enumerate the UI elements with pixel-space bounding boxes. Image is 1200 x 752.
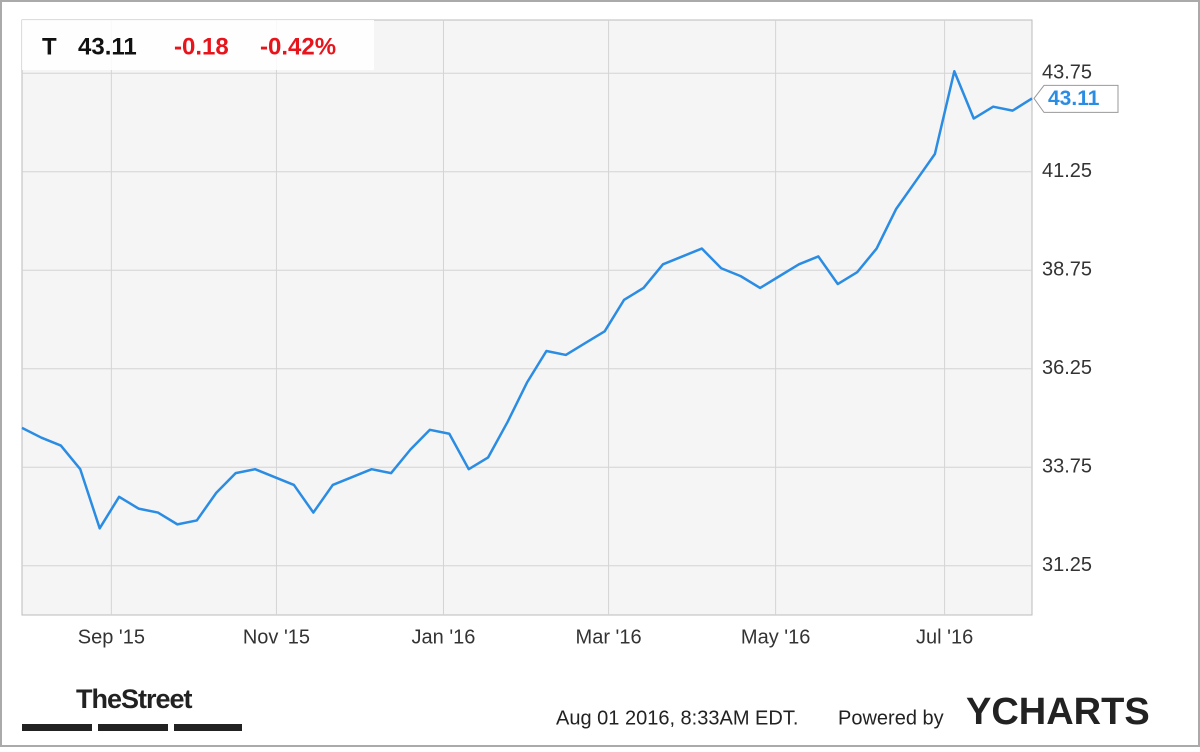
x-tick-label: Mar '16 — [576, 626, 642, 648]
header-box — [22, 20, 374, 70]
y-tick-label: 43.75 — [1042, 61, 1092, 83]
plot-area — [21, 19, 1033, 616]
source-logo: TheStreet — [76, 684, 193, 714]
ticker: T — [42, 33, 57, 60]
y-tick-label: 38.75 — [1042, 258, 1092, 280]
last-value-label: 43.11 — [1048, 87, 1100, 110]
powered-by: Powered by — [838, 707, 944, 729]
timestamp: Aug 01 2016, 8:33AM EDT. — [556, 707, 798, 729]
y-tick-label: 41.25 — [1042, 160, 1092, 182]
change: -0.18 — [174, 33, 229, 60]
logo-bar — [98, 724, 168, 731]
x-tick-label: Sep '15 — [78, 626, 145, 648]
last-value-pointer — [1033, 84, 1119, 113]
price-line — [21, 69, 1033, 530]
x-tick-label: Nov '15 — [243, 626, 310, 648]
x-tick-label: Jul '16 — [916, 626, 973, 648]
y-tick-label: 33.75 — [1042, 456, 1092, 478]
logo-bar — [22, 724, 92, 731]
y-tick-label: 36.25 — [1042, 357, 1092, 379]
last-price: 43.11 — [78, 33, 137, 60]
brand-logo: YCHARTS — [966, 691, 1150, 733]
change-percent: -0.42% — [260, 33, 336, 60]
x-tick-label: May '16 — [741, 626, 810, 648]
y-tick-label: 31.25 — [1042, 554, 1092, 576]
logo-bar — [174, 724, 242, 731]
x-tick-label: Jan '16 — [412, 626, 476, 648]
